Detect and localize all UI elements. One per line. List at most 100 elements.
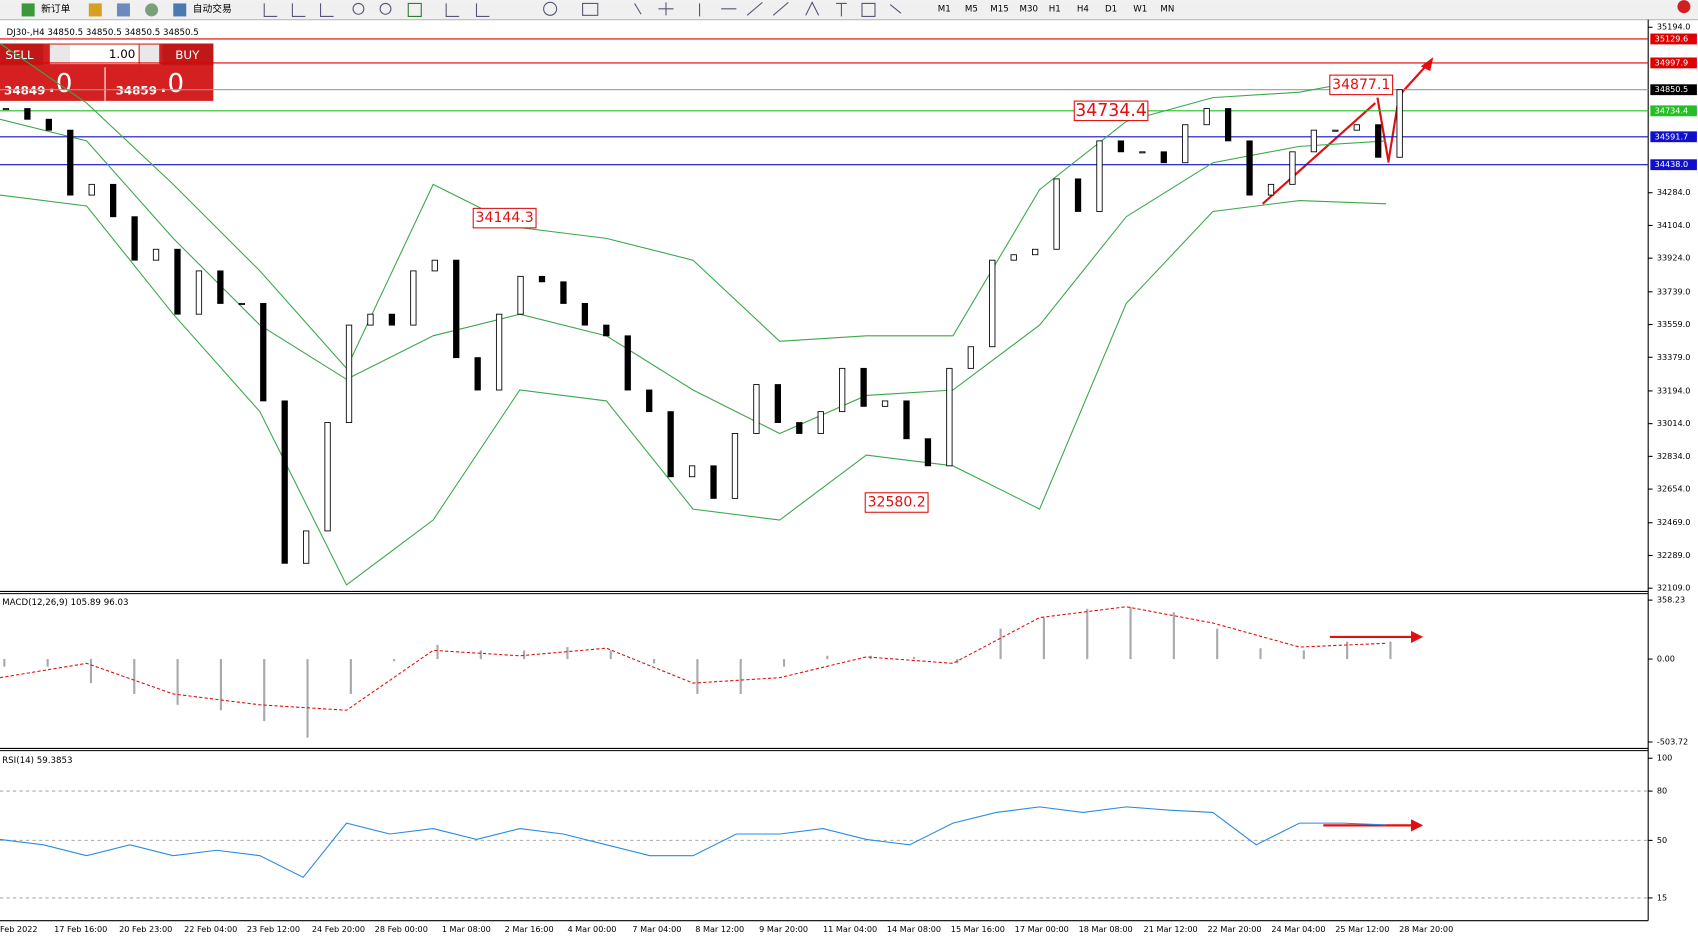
icon[interactable] [145,3,159,17]
candle [1160,151,1167,164]
x-tick-label: 7 Mar 04:00 [632,924,681,934]
level-tag [1650,105,1697,117]
candle [1353,124,1360,131]
candle [881,400,889,407]
timeframe[interactable]: M15 [990,4,1008,14]
macd-signal [0,606,1387,711]
y-tick-label: 33924.0 [1657,253,1691,263]
candle [839,367,846,413]
candle [1010,254,1017,261]
price-annotation-box [864,492,929,513]
timeframe[interactable]: W1 [1133,4,1147,14]
candle [195,270,203,315]
candle [431,259,438,272]
ask-main[interactable]: 34859 [116,84,157,98]
y-tick-label: 32654.0 [1657,484,1691,494]
icon[interactable] [88,3,102,17]
y-tick-label: -503.72 [1657,736,1688,746]
lot-value[interactable]: 1.00 [109,47,136,61]
candle [238,303,245,305]
candle [1117,140,1125,153]
sell-button[interactable] [0,43,44,66]
y-tick-label: 33014.0 [1657,418,1691,428]
y-tick-label: 32834.0 [1657,451,1691,461]
icon[interactable] [116,3,130,17]
bollinger-upper [0,42,1387,370]
candle [667,411,674,478]
x-tick-label: 25 Mar 12:00 [1335,924,1389,934]
candle [796,422,803,434]
macd-label: MACD(12,26,9) 105.89 96.03 [2,598,128,608]
auto-trading[interactable]: 自动交易 [193,2,232,15]
y-tick-label: 33379.0 [1657,352,1691,362]
timeframe[interactable]: H1 [1049,4,1061,14]
chart-type-icons[interactable] [263,3,334,17]
level-tag-label: 34591.7 [1655,131,1689,141]
x-tick-label: 14 Mar 08:00 [887,924,941,934]
level-tag [1650,33,1697,45]
templates[interactable] [582,2,599,16]
candle [367,313,374,326]
zoom-in[interactable] [352,2,365,15]
level-tag-label: 35129.6 [1655,33,1689,43]
x-tick-label: 8 Mar 12:00 [695,924,744,934]
candle [517,275,524,315]
candle [302,530,310,564]
bid-main[interactable]: 34849 [4,84,45,98]
x-tick-label: 28 Mar 20:00 [1399,924,1453,934]
candle [45,118,52,131]
candle [410,270,417,326]
bollinger-middle [0,118,1387,435]
lot-input[interactable] [69,44,139,65]
candle [624,335,631,391]
timeframe[interactable]: M5 [965,4,978,14]
new-order[interactable]: 新订单 [41,2,70,15]
candle [989,259,996,348]
x-tick-label: 23 Feb 12:00 [247,924,300,934]
draw-tools[interactable] [634,1,902,17]
timeframe[interactable]: M30 [1020,4,1038,14]
candle [1396,89,1403,158]
new-order-icon[interactable] [21,3,35,17]
candle [1096,140,1103,212]
tile[interactable] [407,2,422,17]
auto-trading-icon[interactable] [173,3,187,17]
x-tick-label: 28 Feb 00:00 [375,924,428,934]
timeframe[interactable]: M1 [938,4,951,14]
candle [1182,124,1189,164]
level-tag-label: 34850.5 [1655,84,1689,94]
candle [281,400,288,564]
x-tick-label: 24 Feb 20:00 [312,924,365,934]
candle [1310,129,1318,153]
candle [1053,178,1060,250]
lot-up[interactable] [139,44,160,65]
ask-frac[interactable]: .0 [159,69,184,99]
lot-down[interactable] [49,44,70,65]
buy-button[interactable] [162,43,214,66]
candle [967,346,974,369]
price-annotation: 34877.1 [1332,77,1390,93]
frames [0,19,1649,922]
y-tick-label: 33559.0 [1657,319,1691,329]
candle [1289,151,1296,185]
alert-badge[interactable] [1677,0,1691,14]
periods[interactable] [543,1,558,16]
y-tick-label: 33194.0 [1657,385,1691,395]
candle [1224,108,1232,142]
candle [1332,129,1339,132]
arrow [1323,635,1419,827]
y-tick-label: 34104.0 [1657,220,1691,230]
buy-label[interactable]: BUY [175,48,200,62]
timeframe[interactable]: MN [1160,4,1174,14]
level-tag [1650,84,1697,96]
icons[interactable] [445,3,490,17]
arrowhead [1411,630,1424,832]
x-tick-label: 4 Mar 00:00 [567,924,616,934]
candle [603,324,610,337]
zoom-out[interactable] [379,2,392,15]
candle [345,324,353,423]
timeframe[interactable]: H4 [1077,4,1090,14]
candle [474,357,481,391]
candle [1375,124,1382,158]
timeframe[interactable]: D1 [1105,4,1117,14]
